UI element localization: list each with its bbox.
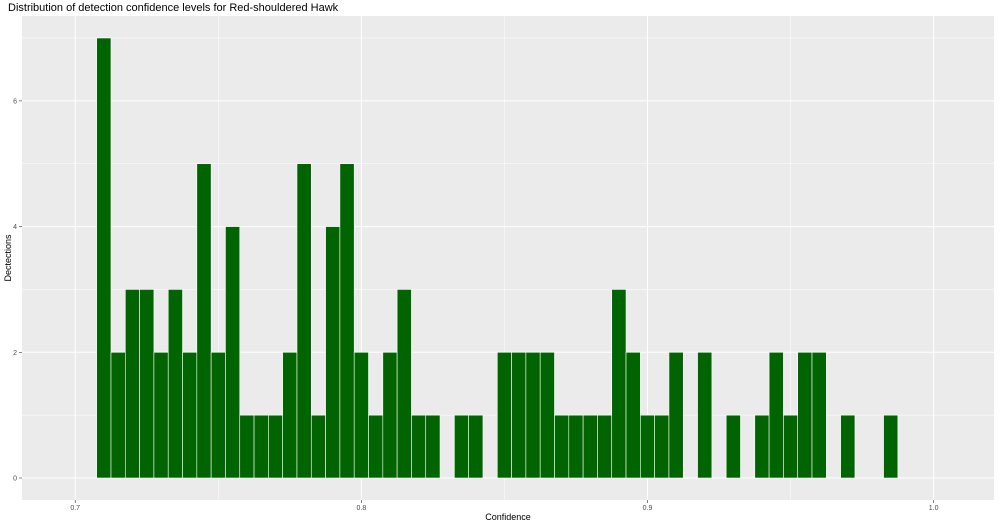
histogram-bars xyxy=(96,37,899,479)
histogram-bar xyxy=(640,414,655,479)
chart-title: Distribution of detection confidence lev… xyxy=(8,2,339,14)
x-axis: 0.7 0.8 0.9 1.0 xyxy=(70,500,939,512)
histogram-bar xyxy=(182,351,198,479)
histogram-bar xyxy=(697,351,713,479)
histogram-bar xyxy=(539,351,555,479)
histogram-bar xyxy=(382,351,398,479)
histogram-bar xyxy=(625,351,641,479)
histogram-bar xyxy=(411,414,427,479)
histogram-bar xyxy=(725,414,741,479)
histogram-bar xyxy=(797,351,813,479)
histogram-bar xyxy=(310,414,326,479)
histogram-bar xyxy=(468,414,484,479)
histogram-bar xyxy=(153,351,169,479)
x-axis-title: Confidence xyxy=(485,512,531,522)
x-tick-label: 0.8 xyxy=(356,505,366,512)
histogram-bar xyxy=(339,163,355,479)
histogram-bar xyxy=(353,351,369,479)
histogram-bar xyxy=(783,414,799,479)
histogram-bar xyxy=(568,414,584,479)
histogram-bar xyxy=(840,414,856,479)
histogram-bar xyxy=(554,414,570,479)
histogram-bar xyxy=(454,414,469,479)
histogram-bar xyxy=(296,163,312,479)
histogram-bar xyxy=(139,289,155,479)
histogram-bar xyxy=(754,414,770,479)
x-tick-label: 0.7 xyxy=(70,505,80,512)
histogram-bar xyxy=(368,414,384,479)
histogram-bar xyxy=(268,414,283,479)
histogram-bar xyxy=(811,351,827,479)
histogram-bar xyxy=(239,414,255,479)
histogram-bar xyxy=(511,351,527,479)
histogram-bar xyxy=(883,414,899,479)
histogram-bar xyxy=(124,289,140,479)
histogram-bar xyxy=(496,351,512,479)
histogram-bar xyxy=(110,351,126,479)
histogram-bar xyxy=(525,351,541,479)
histogram-bar xyxy=(396,289,412,479)
histogram-bar xyxy=(582,414,598,479)
x-tick-label: 0.9 xyxy=(643,505,653,512)
histogram-bar xyxy=(668,351,684,479)
y-tick-label: 6 xyxy=(13,98,17,105)
histogram-bar xyxy=(210,351,226,479)
histogram-bar xyxy=(425,414,441,479)
histogram-bar xyxy=(225,226,241,479)
histogram-bar xyxy=(196,163,212,479)
histogram-bar xyxy=(597,414,613,479)
histogram-bar xyxy=(654,414,670,479)
histogram-bar xyxy=(325,226,341,479)
y-tick-label: 4 xyxy=(13,224,17,231)
histogram-bar xyxy=(282,351,298,479)
x-tick-label: 1.0 xyxy=(929,505,939,512)
histogram-bar xyxy=(96,37,112,479)
histogram-bar xyxy=(768,351,784,479)
histogram-bar xyxy=(167,289,183,479)
histogram-bar xyxy=(611,289,627,479)
y-tick-label: 2 xyxy=(13,350,17,357)
y-axis: 0 2 4 6 xyxy=(13,98,22,483)
y-tick-label: 0 xyxy=(13,476,17,483)
histogram-bar xyxy=(253,414,269,479)
y-axis-title: Dectections xyxy=(3,234,13,282)
